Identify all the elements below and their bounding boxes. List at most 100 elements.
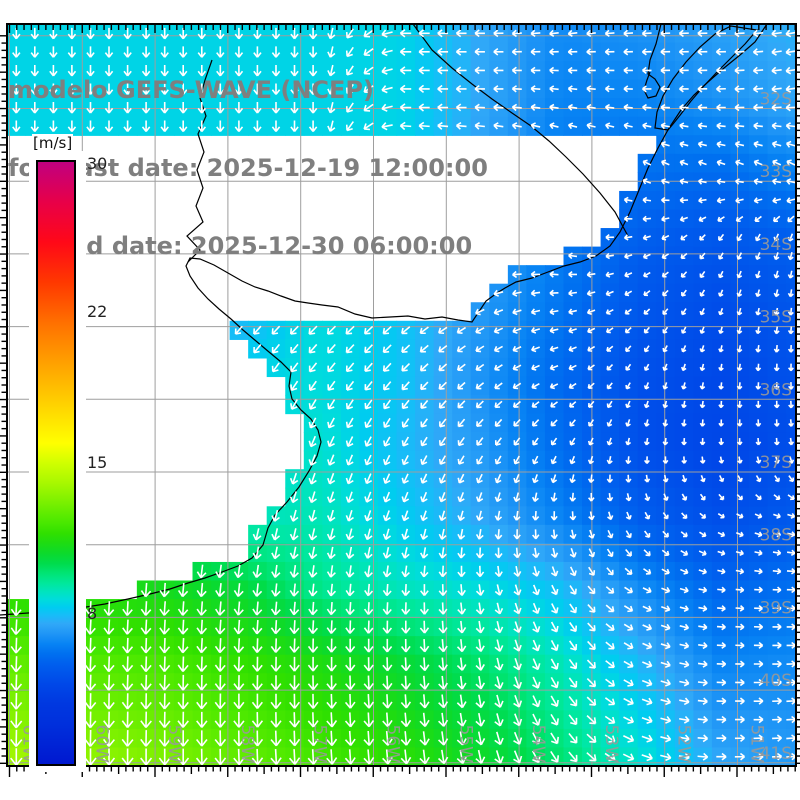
wind-arrow — [661, 271, 669, 278]
wind-arrow — [715, 29, 726, 38]
wind-arrow — [252, 638, 263, 653]
wind-arrow — [642, 85, 652, 93]
wind-arrow — [10, 656, 23, 673]
wind-arrow — [437, 749, 449, 765]
wind-arrow — [736, 513, 744, 519]
wind-arrow — [178, 83, 188, 95]
wind-arrow — [345, 399, 354, 410]
wind-arrow — [753, 197, 763, 204]
wind-arrow — [326, 528, 336, 541]
wind-arrow — [717, 531, 726, 538]
wind-arrow — [290, 27, 299, 40]
wind-arrow — [233, 693, 245, 710]
wind-arrow — [363, 712, 375, 728]
wind-arrow — [364, 565, 373, 578]
wind-arrow — [718, 345, 724, 353]
wind-arrow — [623, 103, 633, 111]
wind-arrow — [252, 601, 263, 616]
wind-arrow — [718, 363, 724, 372]
wind-arrow — [568, 382, 577, 390]
wind-arrow — [197, 83, 207, 95]
wind-arrow — [699, 270, 706, 279]
wind-arrow — [698, 623, 708, 631]
wind-arrow — [419, 712, 430, 727]
wind-arrow — [271, 362, 280, 373]
wind-arrow — [736, 419, 743, 427]
wind-arrow — [86, 102, 95, 114]
wind-arrow — [753, 103, 764, 112]
wind-arrow — [773, 382, 780, 390]
wind-arrow — [400, 657, 411, 672]
wind-arrow — [549, 122, 559, 130]
wind-arrow — [550, 621, 559, 633]
wind-arrow — [364, 473, 373, 485]
wind-arrow — [10, 674, 23, 691]
wind-arrow — [717, 550, 726, 556]
wind-arrow — [662, 326, 669, 334]
wind-arrow — [513, 602, 522, 615]
wind-arrow — [716, 734, 727, 742]
wind-arrow — [568, 658, 578, 670]
wind-arrow — [494, 364, 503, 371]
wind-arrow — [755, 494, 762, 501]
wind-arrow — [755, 270, 761, 279]
wind-arrow — [532, 658, 541, 671]
wind-arrow — [660, 734, 672, 743]
wind-arrow — [586, 85, 596, 93]
wind-arrow — [755, 233, 761, 242]
wind-arrow — [104, 64, 114, 77]
wind-arrow — [513, 694, 523, 708]
wind-arrow — [788, 475, 795, 483]
wind-arrow — [755, 437, 762, 446]
wind-arrow — [604, 66, 615, 74]
wind-arrow — [270, 620, 282, 635]
wind-arrow — [755, 382, 762, 390]
wind-arrow — [270, 712, 282, 728]
wind-arrow — [123, 102, 132, 114]
lon-label: 60W — [91, 725, 111, 764]
wind-arrow — [567, 48, 578, 56]
wind-arrow — [12, 102, 21, 114]
wind-arrow — [86, 46, 95, 58]
wind-arrow — [661, 215, 670, 223]
wind-arrow — [772, 678, 782, 687]
wind-arrow — [345, 583, 355, 597]
wind-arrow — [718, 307, 724, 316]
wind-arrow — [494, 621, 504, 634]
wind-arrow — [121, 693, 134, 710]
wind-arrow — [586, 252, 596, 260]
wind-arrow — [308, 601, 318, 616]
wind-arrow — [679, 623, 690, 631]
wind-arrow — [512, 308, 522, 316]
wind-arrow — [786, 586, 796, 594]
wind-arrow — [660, 85, 670, 93]
wind-arrow — [644, 511, 651, 520]
wind-arrow — [308, 399, 317, 410]
wind-arrow — [699, 326, 705, 335]
wind-arrow — [457, 473, 465, 484]
wind-arrow — [457, 437, 465, 447]
wind-arrow — [660, 103, 670, 111]
wind-arrow — [400, 712, 412, 728]
wind-arrow — [623, 196, 633, 204]
wind-arrow — [177, 711, 189, 728]
wind-arrow — [735, 531, 744, 538]
wind-arrow — [774, 456, 780, 464]
wind-arrow — [679, 85, 689, 93]
wind-arrow — [364, 454, 372, 466]
wind-arrow — [437, 84, 449, 93]
wind-arrow — [382, 675, 393, 690]
wind-arrow — [233, 638, 245, 654]
lon-label: 54W — [528, 725, 548, 764]
wind-arrow — [84, 656, 97, 673]
wind-arrow — [308, 528, 318, 541]
wind-arrow — [381, 48, 393, 57]
wind-arrow — [214, 693, 226, 710]
wind-arrow — [605, 234, 614, 241]
wind-arrow — [550, 713, 559, 726]
wind-arrow — [607, 529, 614, 539]
wind-arrow — [550, 732, 559, 745]
wind-arrow — [67, 102, 77, 114]
lon-label: 53W — [601, 725, 621, 764]
wind-arrow — [716, 623, 726, 631]
